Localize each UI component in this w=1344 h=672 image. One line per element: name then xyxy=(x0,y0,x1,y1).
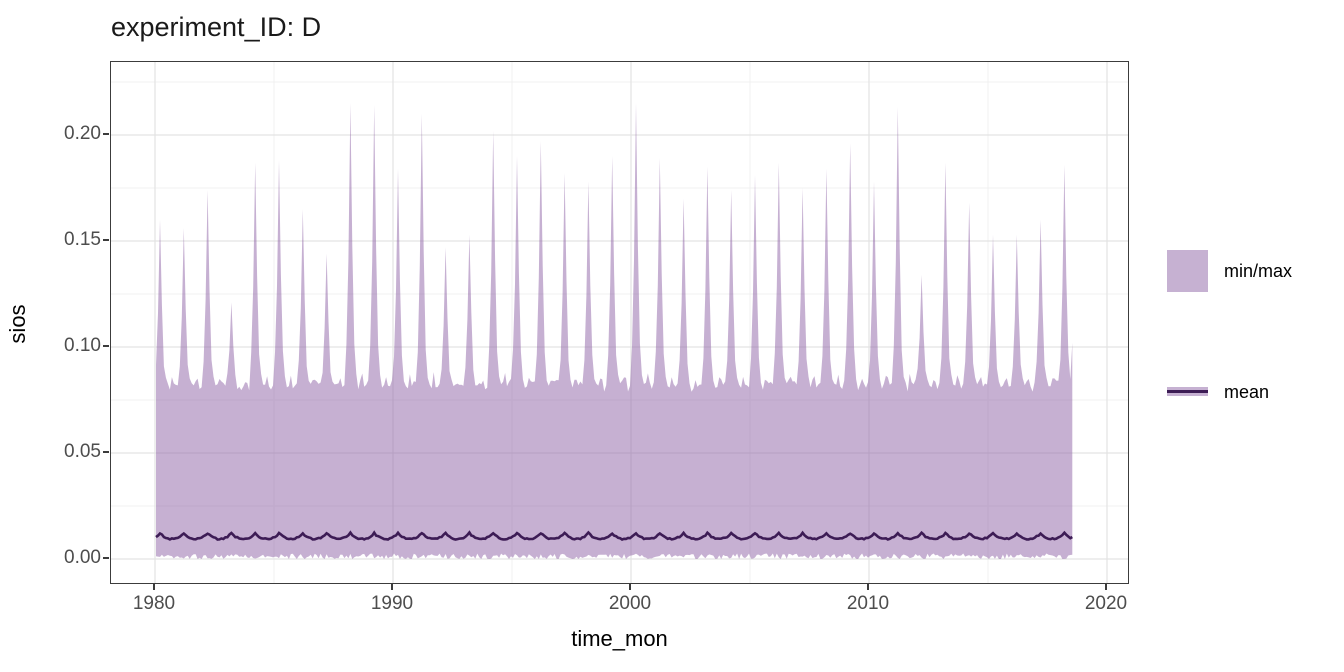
x-tick-label: 1980 xyxy=(132,593,176,614)
y-tick-mark xyxy=(102,557,109,559)
x-tick-label: 1990 xyxy=(370,593,414,614)
chart-title: experiment_ID: D xyxy=(111,12,322,42)
x-tick-mark xyxy=(1105,583,1107,590)
y-tick-label: 0.15 xyxy=(64,229,101,250)
legend-swatch-mean xyxy=(1167,387,1208,396)
y-tick-label: 0.05 xyxy=(64,441,101,462)
x-tick-label: 2000 xyxy=(608,593,652,614)
y-tick-label: 0.00 xyxy=(64,547,101,568)
x-axis-title: time_mon xyxy=(571,626,668,651)
y-tick-mark xyxy=(102,133,109,135)
legend-swatch-mean-line xyxy=(1167,389,1208,394)
legend-swatch-minmax xyxy=(1167,250,1208,292)
legend-label-minmax: min/max xyxy=(1224,261,1293,281)
x-tick-mark xyxy=(153,583,155,590)
plot-panel xyxy=(110,61,1129,584)
y-tick-mark xyxy=(102,239,109,241)
plot-area-svg xyxy=(111,62,1128,583)
y-axis-title: sios xyxy=(5,304,30,344)
y-tick-mark xyxy=(102,345,109,347)
y-tick-mark xyxy=(102,451,109,453)
y-tick-label: 0.10 xyxy=(64,335,101,356)
x-tick-label: 2020 xyxy=(1084,593,1128,614)
mean-line xyxy=(155,530,1073,541)
x-tick-mark xyxy=(867,583,869,590)
legend-label-mean: mean xyxy=(1224,382,1270,402)
x-tick-mark xyxy=(391,583,393,590)
x-tick-mark xyxy=(629,583,631,590)
x-tick-label: 2010 xyxy=(846,593,890,614)
minmax-ribbon xyxy=(156,103,1073,559)
y-tick-label: 0.20 xyxy=(64,123,101,144)
